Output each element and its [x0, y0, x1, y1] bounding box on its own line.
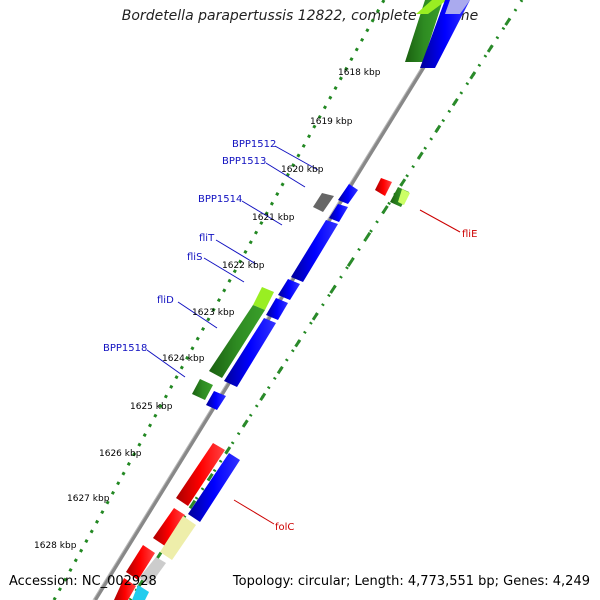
gene-label-flis: fliS: [187, 252, 202, 263]
gene-label-bpp1513: BPP1513: [222, 156, 266, 167]
gene-label-flit: fliT: [199, 233, 215, 244]
map-title: Bordetella parapertussis 12822, complete…: [121, 8, 479, 24]
gene-label-flie: fliE: [462, 229, 477, 240]
genome-info-text: Topology: circular; Length: 4,773,551 bp…: [232, 574, 590, 589]
tick-label-1620: 1620 kbp: [281, 165, 324, 175]
gene-label-bpp1514: BPP1514: [198, 194, 242, 205]
tick-label-1628: 1628 kbp: [34, 541, 77, 551]
leader-lines: [146, 145, 461, 525]
gene-labels: BPP1512 BPP1513 BPP1514 fliT fliS fliD B…: [103, 139, 477, 533]
gene-label-bpp1518: BPP1518: [103, 343, 147, 354]
gene-label-bpp1512: BPP1512: [232, 139, 276, 150]
tick-label-1619: 1619 kbp: [310, 117, 353, 127]
tick-marks: [128, 0, 524, 600]
top-genes: [405, 0, 470, 68]
tick-label-1625: 1625 kbp: [130, 402, 173, 412]
tick-label-1618: 1618 kbp: [338, 68, 381, 78]
tick-label-1624: 1624 kbp: [162, 354, 205, 364]
dotted-rings: [52, 0, 524, 600]
tick-labels: 1618 kbp 1619 kbp 1620 kbp 1621 kbp 1622…: [34, 68, 381, 551]
tick-label-1621: 1621 kbp: [252, 213, 295, 223]
tick-label-1622: 1622 kbp: [222, 261, 265, 271]
tick-label-1623: 1623 kbp: [192, 308, 235, 318]
tick-label-1626: 1626 kbp: [99, 449, 142, 459]
gene-label-folc: folC: [275, 522, 294, 533]
flagellar-cluster: [192, 178, 410, 410]
tick-label-1627: 1627 kbp: [67, 494, 110, 504]
gene-label-flid: fliD: [157, 295, 174, 306]
lower-genes: [114, 443, 240, 600]
accession-text: Accession: NC_002928: [9, 574, 157, 589]
